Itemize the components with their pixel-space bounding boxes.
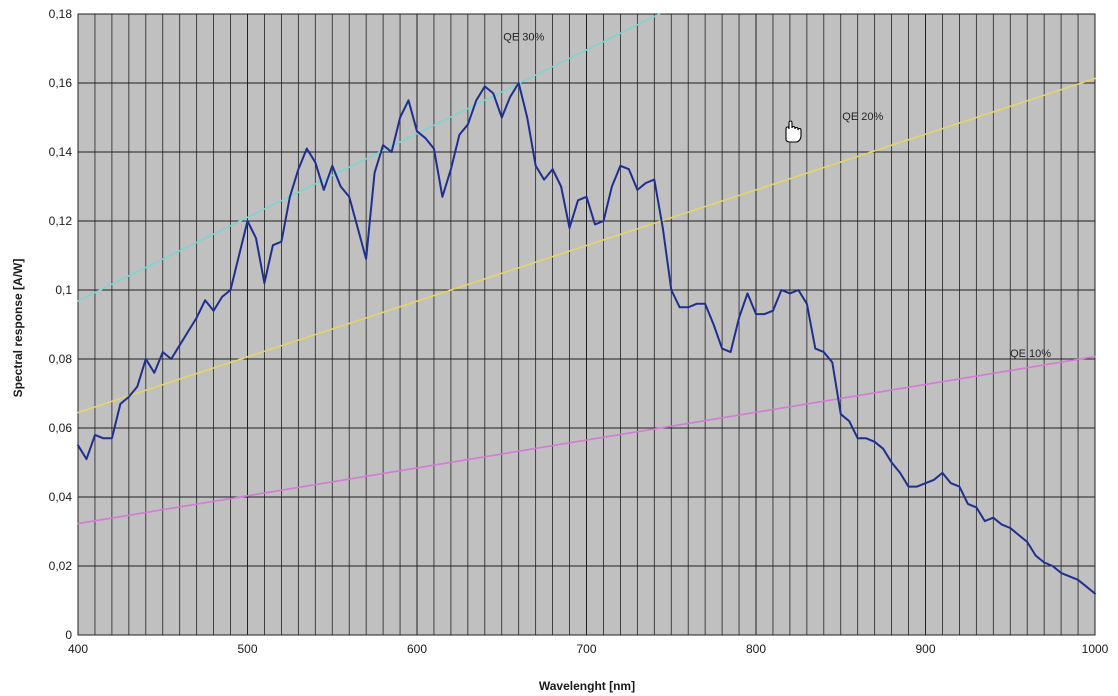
y-tick-labels: 0 0,02 0,04 0,06 0,08 0,1 0,12 0,14 0,16 0,18 [49, 7, 73, 642]
x-axis-label: Wavelenght [nm] [539, 679, 635, 693]
reference-line-labels: QE 30% QE 20% QE 10% [503, 31, 1051, 359]
plot-border [77, 13, 1096, 636]
reference-line [77, 13, 661, 302]
x-tick-labels: 400 500 600 700 800 900 1000 [68, 642, 1109, 656]
y-tick-label: 0,08 [49, 352, 73, 366]
x-tick-label: 700 [576, 642, 596, 656]
y-tick-label: 0,04 [49, 490, 73, 504]
hand-cursor-icon [785, 120, 802, 143]
grid-lines [77, 13, 1096, 636]
y-tick-label: 0,16 [49, 76, 73, 90]
y-axis-label: Spectral response [A/W] [11, 259, 25, 398]
y-tick-label: 0,14 [49, 145, 73, 159]
x-tick-label: 900 [915, 642, 935, 656]
reference-line [77, 355, 1096, 525]
y-tick-label: 0,06 [49, 421, 73, 435]
y-tick-label: 0,02 [49, 559, 73, 573]
x-tick-label: 800 [746, 642, 766, 656]
y-tick-label: 0 [65, 628, 72, 642]
series-layer [77, 13, 1096, 595]
x-tick-label: 600 [407, 642, 427, 656]
y-tick-label: 0,18 [49, 7, 73, 21]
spectral-response-line [77, 82, 1096, 595]
x-tick-label: 400 [68, 642, 88, 656]
y-tick-label: 0,1 [55, 283, 72, 297]
x-tick-label: 1000 [1082, 642, 1109, 656]
reference-line [77, 77, 1096, 414]
reference-label: QE 20% [842, 111, 883, 123]
y-tick-label: 0,12 [49, 214, 73, 228]
x-tick-label: 500 [237, 642, 257, 656]
reference-label: QE 10% [1010, 348, 1051, 360]
reference-label: QE 30% [503, 31, 544, 43]
